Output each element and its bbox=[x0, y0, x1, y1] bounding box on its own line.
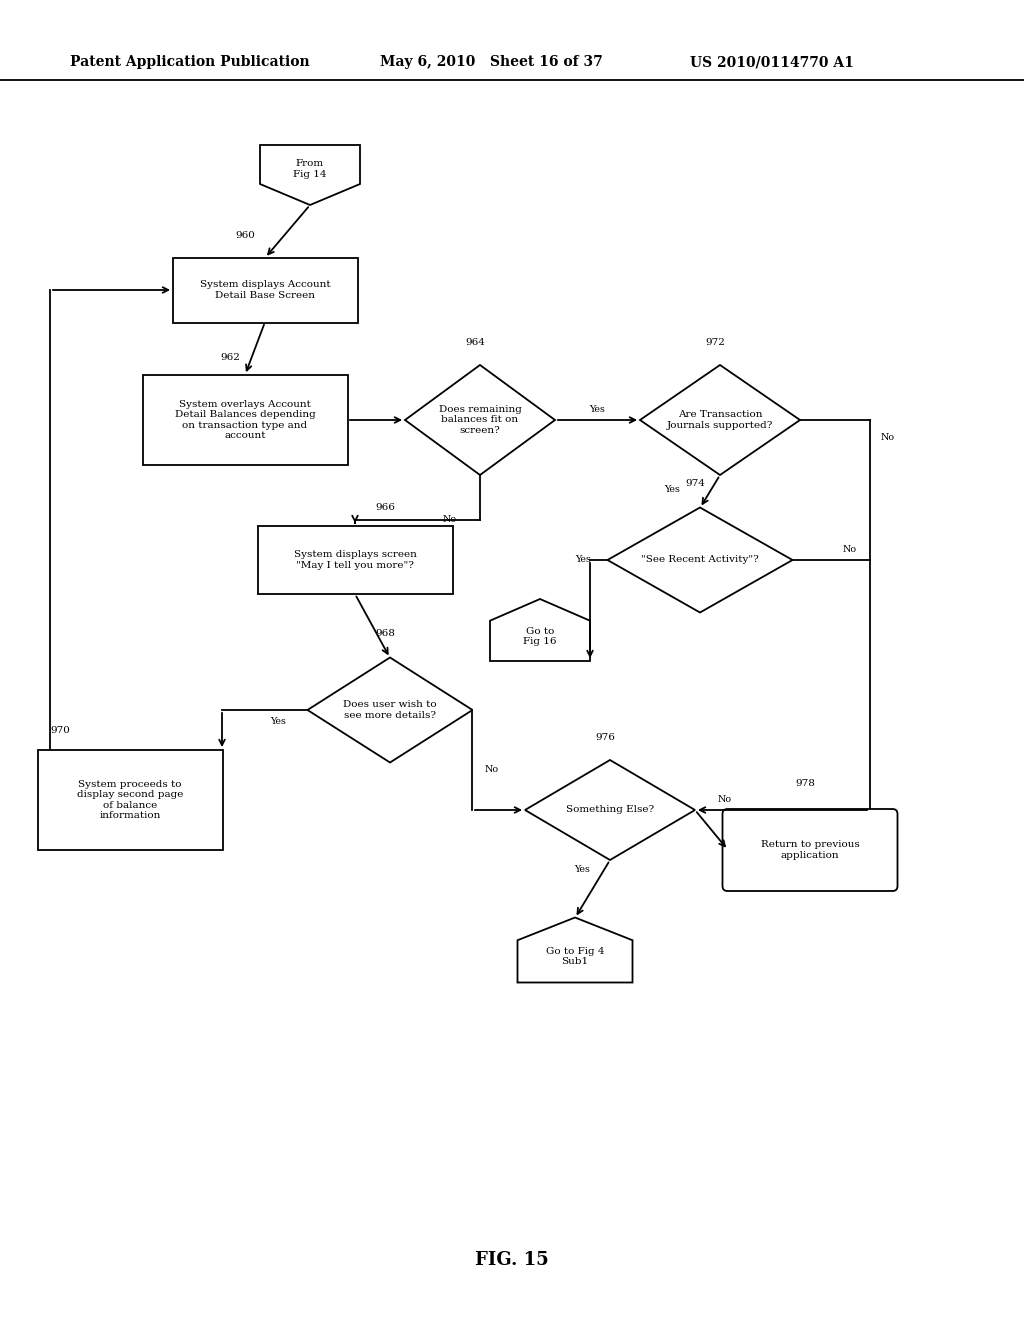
Text: Go to
Fig 16: Go to Fig 16 bbox=[523, 627, 557, 645]
FancyBboxPatch shape bbox=[38, 750, 222, 850]
FancyBboxPatch shape bbox=[723, 809, 897, 891]
Text: No: No bbox=[718, 796, 732, 804]
FancyBboxPatch shape bbox=[142, 375, 347, 465]
Text: No: No bbox=[443, 516, 457, 524]
Text: 976: 976 bbox=[595, 733, 614, 742]
Text: Are Transaction
Journals supported?: Are Transaction Journals supported? bbox=[667, 411, 773, 430]
FancyBboxPatch shape bbox=[172, 257, 357, 322]
Text: Yes: Yes bbox=[664, 486, 680, 495]
Text: From
Fig 14: From Fig 14 bbox=[293, 160, 327, 178]
Text: 968: 968 bbox=[375, 630, 395, 638]
Text: Does user wish to
see more details?: Does user wish to see more details? bbox=[343, 701, 437, 719]
Text: No: No bbox=[843, 545, 857, 554]
Polygon shape bbox=[607, 507, 793, 612]
Text: May 6, 2010   Sheet 16 of 37: May 6, 2010 Sheet 16 of 37 bbox=[380, 55, 603, 69]
Text: Yes: Yes bbox=[575, 556, 591, 565]
Text: Does remaining
balances fit on
screen?: Does remaining balances fit on screen? bbox=[438, 405, 521, 434]
Text: No: No bbox=[485, 766, 499, 775]
Text: Yes: Yes bbox=[270, 718, 286, 726]
Text: 966: 966 bbox=[375, 503, 395, 512]
Text: 972: 972 bbox=[705, 338, 725, 347]
Text: 974: 974 bbox=[685, 479, 705, 488]
Polygon shape bbox=[490, 599, 590, 661]
Text: System proceeds to
display second page
of balance
information: System proceeds to display second page o… bbox=[77, 780, 183, 820]
Text: Yes: Yes bbox=[589, 405, 605, 414]
Text: "See Recent Activity"?: "See Recent Activity"? bbox=[641, 556, 759, 565]
FancyBboxPatch shape bbox=[257, 525, 453, 594]
Text: System displays Account
Detail Base Screen: System displays Account Detail Base Scre… bbox=[200, 280, 331, 300]
Text: System displays screen
"May I tell you more"?: System displays screen "May I tell you m… bbox=[294, 550, 417, 570]
Text: 964: 964 bbox=[465, 338, 485, 347]
Text: 960: 960 bbox=[234, 231, 255, 240]
Text: US 2010/0114770 A1: US 2010/0114770 A1 bbox=[690, 55, 854, 69]
Text: 970: 970 bbox=[50, 726, 70, 735]
Text: Patent Application Publication: Patent Application Publication bbox=[70, 55, 309, 69]
Polygon shape bbox=[260, 145, 360, 205]
Text: Something Else?: Something Else? bbox=[566, 805, 654, 814]
Polygon shape bbox=[517, 917, 633, 982]
Polygon shape bbox=[406, 366, 555, 475]
Text: FIG. 15: FIG. 15 bbox=[475, 1251, 549, 1269]
Text: 978: 978 bbox=[795, 779, 815, 788]
Polygon shape bbox=[640, 366, 800, 475]
Text: Go to Fig 4
Sub1: Go to Fig 4 Sub1 bbox=[546, 946, 604, 966]
Text: Yes: Yes bbox=[574, 866, 590, 874]
Polygon shape bbox=[525, 760, 695, 861]
Polygon shape bbox=[307, 657, 472, 763]
Text: System overlays Account
Detail Balances depending
on transaction type and
accoun: System overlays Account Detail Balances … bbox=[175, 400, 315, 440]
Text: Return to previous
application: Return to previous application bbox=[761, 841, 859, 859]
Text: No: No bbox=[881, 433, 895, 442]
Text: 962: 962 bbox=[220, 352, 240, 362]
